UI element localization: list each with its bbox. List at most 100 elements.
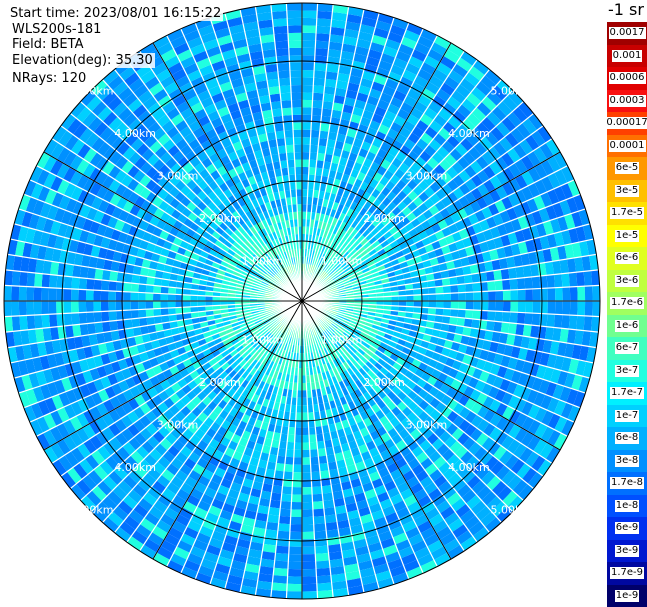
range-gate: [288, 47, 302, 56]
range-gate: [342, 104, 355, 114]
range-gate: [398, 301, 407, 307]
range-gate: [428, 513, 445, 527]
range-gate: [476, 183, 490, 197]
range-gate: [26, 272, 36, 287]
range-gate: [527, 182, 541, 198]
range-gate: [383, 110, 397, 122]
range-gate: [319, 324, 326, 332]
range-gate: [471, 107, 487, 122]
range-gate: [447, 544, 465, 560]
range-gate: [450, 378, 462, 391]
range-gate: [499, 378, 511, 392]
range-gate: [557, 341, 567, 357]
range-gate: [571, 374, 583, 391]
range-gate: [340, 321, 349, 328]
range-gate: [592, 285, 600, 301]
range-gate: [502, 311, 511, 323]
range-gate: [508, 267, 517, 280]
range-gate: [445, 260, 456, 271]
range-gate: [313, 250, 319, 259]
range-gate: [411, 126, 425, 139]
range-gate: [535, 364, 547, 380]
range-gate: [326, 354, 333, 363]
range-gate: [530, 325, 540, 339]
range-gate: [463, 318, 473, 328]
range-gate: [326, 337, 333, 345]
range-gate: [358, 147, 369, 159]
range-gate: [573, 390, 586, 408]
range-gate: [373, 27, 390, 39]
range-gate: [495, 290, 504, 301]
range-gate: [330, 251, 338, 259]
range-gate: [445, 422, 459, 436]
range-gate: [588, 331, 599, 348]
range-gate: [326, 239, 333, 248]
range-gate: [326, 279, 334, 285]
range-gate: [561, 356, 572, 373]
range-gate: [323, 329, 331, 338]
colorbar-level-label: 0.00017: [605, 117, 647, 130]
range-gate: [354, 388, 363, 398]
range-gate: [321, 108, 333, 118]
range-gate: [328, 344, 335, 353]
range-gate: [329, 241, 336, 250]
range-gate: [561, 314, 570, 330]
range-gate: [481, 490, 497, 506]
range-gate: [496, 100, 513, 117]
range-gate: [337, 246, 345, 255]
range-gate: [272, 18, 288, 27]
range-gate: [335, 365, 343, 375]
range-gate: [537, 125, 552, 143]
range-gate: [460, 51, 478, 66]
range-gate: [336, 256, 345, 265]
range-gate: [453, 333, 463, 344]
range-gate: [391, 385, 402, 396]
range-gate: [458, 228, 469, 240]
range-gate: [338, 258, 347, 267]
range-gate: [433, 321, 442, 331]
range-gate: [360, 331, 369, 339]
range-gate: [360, 16, 378, 28]
range-gate: [581, 255, 591, 272]
range-gate: [320, 323, 327, 330]
range-gate: [385, 371, 395, 381]
range-gate: [271, 484, 283, 494]
range-gate: [287, 561, 302, 570]
range-gate: [33, 301, 42, 316]
range-gate: [458, 362, 469, 374]
range-gate: [466, 474, 482, 490]
range-gate: [521, 400, 534, 416]
range-gate: [354, 45, 370, 57]
range-gate: [72, 324, 82, 338]
range-gate: [440, 171, 453, 184]
range-gate: [371, 453, 384, 465]
range-gate: [428, 120, 443, 134]
range-gate: [389, 468, 403, 481]
range-gate: [406, 475, 420, 489]
range-gate: [302, 122, 312, 130]
range-gate: [294, 442, 302, 450]
range-gate: [400, 36, 418, 50]
range-gate: [475, 155, 489, 170]
range-gate: [354, 130, 367, 142]
range-gate: [344, 350, 352, 359]
range-gate: [522, 264, 532, 278]
range-gate: [327, 314, 336, 320]
range-gate: [470, 127, 485, 142]
range-gate: [539, 142, 554, 160]
range-gate: [377, 389, 387, 400]
range-gate: [346, 128, 358, 139]
start-time-label: Start time: 2023/08/01 16:15:22: [8, 6, 224, 21]
range-gate: [389, 493, 404, 506]
range-gate: [553, 273, 563, 288]
range-gate: [291, 494, 302, 503]
range-gate: [381, 257, 391, 265]
range-gate: [342, 223, 351, 233]
range-gate: [345, 268, 354, 275]
range-gate: [331, 350, 339, 360]
range-gate: [383, 230, 393, 240]
range-gate: [540, 175, 554, 192]
range-gate: [507, 90, 524, 107]
range-gate: [484, 260, 494, 272]
range-gate: [517, 241, 528, 255]
